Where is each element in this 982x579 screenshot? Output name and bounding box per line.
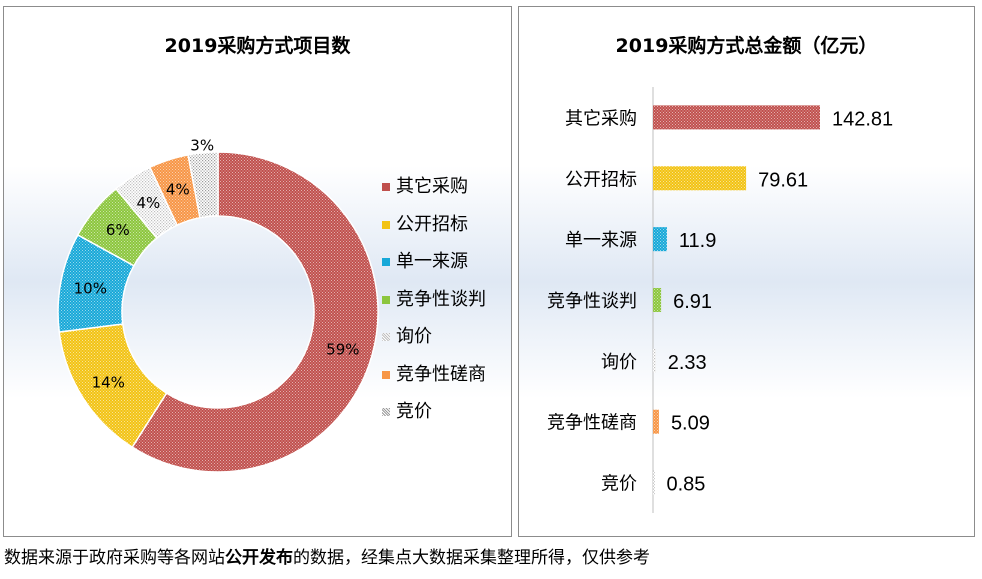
donut-label-竞争性谈判: 6% <box>106 221 130 239</box>
bar-category-询价: 询价 <box>601 352 637 373</box>
bar-category-竞价: 竞价 <box>601 474 637 495</box>
bar-chart: 其它采购 142.81 公开招标 79.61 单一来源 11.9 竞争性谈判 6.91 询价 2.… <box>547 87 893 513</box>
legend-swatch-单一来源 <box>382 258 390 266</box>
bar-value-竞价: 0.85 <box>667 474 706 496</box>
bar-value-竞争性磋商: 5.09 <box>671 413 710 435</box>
donut-label-竞价: 3% <box>190 137 214 155</box>
pie-chart-panel: 2019采购方式项目数 59% 14% 10% 6% 4% 4% 3% 其它采购公开招标单一… <box>3 6 512 537</box>
bar-公开招标 <box>653 166 747 191</box>
bar-竞争性谈判 <box>653 288 662 312</box>
pie-chart-title: 2019采购方式项目数 <box>164 35 351 57</box>
bar-询价 <box>653 348 656 373</box>
bar-chart-title: 2019采购方式总金额（亿元） <box>615 35 878 57</box>
legend-swatch-其它采购 <box>382 183 390 191</box>
legend-label-其它采购: 其它采购 <box>396 176 468 197</box>
legend-label-询价: 询价 <box>396 326 432 347</box>
legend-swatch-询价 <box>382 333 390 341</box>
legend-label-单一来源: 单一来源 <box>396 251 468 272</box>
bar-竞争性磋商 <box>653 409 659 434</box>
legend-swatch-竞争性磋商 <box>382 370 390 379</box>
legend-swatch-公开招标 <box>382 220 390 229</box>
footer-text-bold: 公开发布 <box>225 548 293 568</box>
donut-slice-其它采购 <box>131 151 379 473</box>
bar-category-单一来源: 单一来源 <box>565 230 637 251</box>
bar-其它采购 <box>653 105 820 130</box>
donut-label-竞争性磋商: 4% <box>166 180 190 198</box>
bar-value-公开招标: 79.61 <box>758 169 808 191</box>
bar-value-询价: 2.33 <box>668 352 707 374</box>
donut-label-询价: 4% <box>136 194 160 212</box>
legend-swatch-竞争性谈判 <box>382 295 390 304</box>
bar-category-竞争性磋商: 竞争性磋商 <box>547 413 637 434</box>
bar-竞价 <box>653 470 655 495</box>
bar-value-其它采购: 142.81 <box>832 108 893 130</box>
donut-label-单一来源: 10% <box>74 280 107 298</box>
legend-label-竞价: 竞价 <box>396 401 432 422</box>
donut-label-公开招标: 14% <box>92 374 125 392</box>
legend-label-公开招标: 公开招标 <box>396 213 468 235</box>
footer-text-2: 的数据，经集点大数据采集整理所得，仅供参考 <box>293 548 650 568</box>
legend-label-竞争性谈判: 竞争性谈判 <box>396 288 486 310</box>
donut-label-其它采购: 59% <box>326 340 359 358</box>
legend-label-竞争性磋商: 竞争性磋商 <box>396 363 486 385</box>
footer-text-1: 数据来源于政府采购等各网站 <box>4 548 225 568</box>
bar-value-单一来源: 11.9 <box>679 230 716 252</box>
donut-chart: 59% 14% 10% 6% 4% 4% 3% <box>57 137 379 473</box>
bar-chart-panel: 2019采购方式总金额（亿元） 其它采购 142.81 公开招标 79.61 单一来源 1… <box>518 6 975 537</box>
bar-category-其它采购: 其它采购 <box>565 108 637 129</box>
donut-slice-竞价 <box>187 151 219 219</box>
bar-category-公开招标: 公开招标 <box>565 169 637 190</box>
legend-swatch-竞价 <box>382 408 390 416</box>
bar-value-竞争性谈判: 6.91 <box>673 291 712 313</box>
bar-category-竞争性谈判: 竞争性谈判 <box>547 291 637 312</box>
footer-note: 数据来源于政府采购等各网站公开发布的数据，经集点大数据采集整理所得，仅供参考 <box>4 543 650 568</box>
bar-单一来源 <box>653 227 667 252</box>
